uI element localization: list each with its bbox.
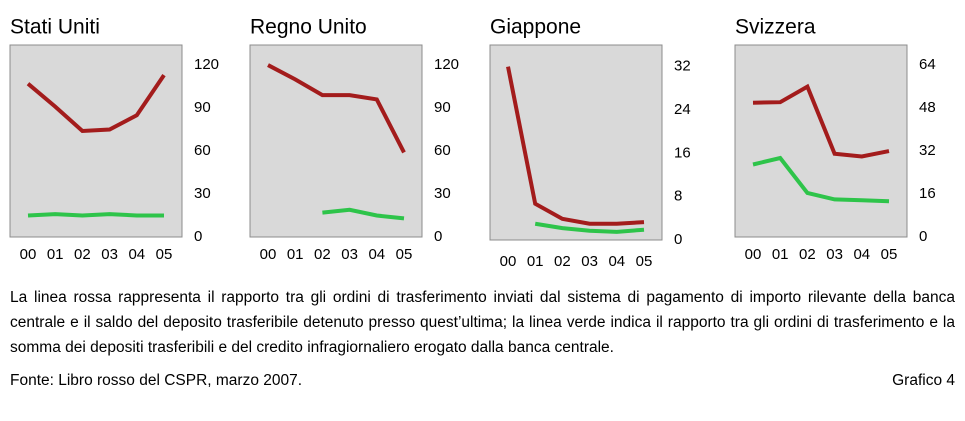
data-line — [26, 73, 166, 134]
source: Fonte: Libro rosso del CSPR, marzo 2007. — [10, 372, 303, 389]
x-tick-label: 02 — [799, 246, 816, 263]
data-line — [322, 207, 405, 221]
x-tick-label: 02 — [74, 246, 91, 263]
x-tick-label: 00 — [745, 246, 762, 263]
y-tick-label: 32 — [674, 58, 691, 75]
y-tick-label: 32 — [919, 142, 936, 159]
y-tick-label: 16 — [919, 185, 936, 202]
x-tick-label: 05 — [636, 253, 653, 270]
x-tick-label: 03 — [826, 246, 843, 263]
y-tick-label: 24 — [674, 101, 691, 118]
x-tick-label: 00 — [500, 253, 517, 270]
y-tick-label: 60 — [194, 142, 211, 159]
x-tick-label: 01 — [47, 246, 64, 263]
y-tick-label: 60 — [434, 142, 451, 159]
y-tick-label: 0 — [674, 231, 682, 248]
y-tick-label: 0 — [194, 228, 202, 245]
x-tick-label: 03 — [341, 246, 358, 263]
x-tick-label: 02 — [554, 253, 571, 270]
x-tick-label: 01 — [287, 246, 304, 263]
chart-title: Giappone — [490, 16, 581, 39]
figure-label: Grafico 4 — [892, 372, 955, 389]
x-tick-label: 03 — [101, 246, 118, 263]
y-tick-label: 0 — [434, 228, 442, 245]
x-tick-label: 01 — [772, 246, 789, 263]
data-line — [267, 63, 406, 154]
y-tick-label: 30 — [434, 185, 451, 202]
chart-title: Regno Unito — [250, 16, 367, 39]
plot-area — [249, 44, 423, 238]
y-tick-label: 0 — [919, 228, 927, 245]
x-tick-label: 05 — [156, 246, 173, 263]
x-tick-label: 02 — [314, 246, 331, 263]
x-tick-label: 00 — [260, 246, 277, 263]
plot-area — [734, 44, 908, 238]
y-tick-label: 16 — [674, 144, 691, 161]
plot-area — [489, 44, 663, 241]
x-tick-label: 00 — [20, 246, 37, 263]
y-tick-label: 90 — [194, 99, 211, 116]
y-tick-label: 48 — [919, 99, 936, 116]
x-tick-label: 03 — [581, 253, 598, 270]
x-tick-label: 05 — [396, 246, 413, 263]
y-tick-label: 8 — [674, 188, 682, 205]
chart-title: Svizzera — [735, 16, 816, 39]
x-tick-label: 04 — [128, 246, 145, 263]
y-tick-label: 120 — [434, 56, 459, 73]
x-tick-label: 04 — [368, 246, 385, 263]
x-tick-label: 05 — [881, 246, 898, 263]
data-line — [752, 155, 890, 204]
x-tick-label: 01 — [527, 253, 544, 270]
data-line — [752, 83, 890, 159]
x-tick-label: 04 — [853, 246, 870, 263]
y-tick-label: 30 — [194, 185, 211, 202]
y-tick-label: 120 — [194, 56, 219, 73]
chart-title: Stati Uniti — [10, 16, 100, 39]
data-line — [534, 221, 645, 234]
x-tick-label: 04 — [608, 253, 625, 270]
caption: La linea rossa rappresenta il rapporto t… — [10, 289, 955, 356]
y-tick-label: 90 — [434, 99, 451, 116]
y-tick-label: 64 — [919, 56, 936, 73]
data-line — [27, 212, 164, 218]
plot-area — [9, 44, 183, 238]
data-line — [506, 66, 645, 226]
